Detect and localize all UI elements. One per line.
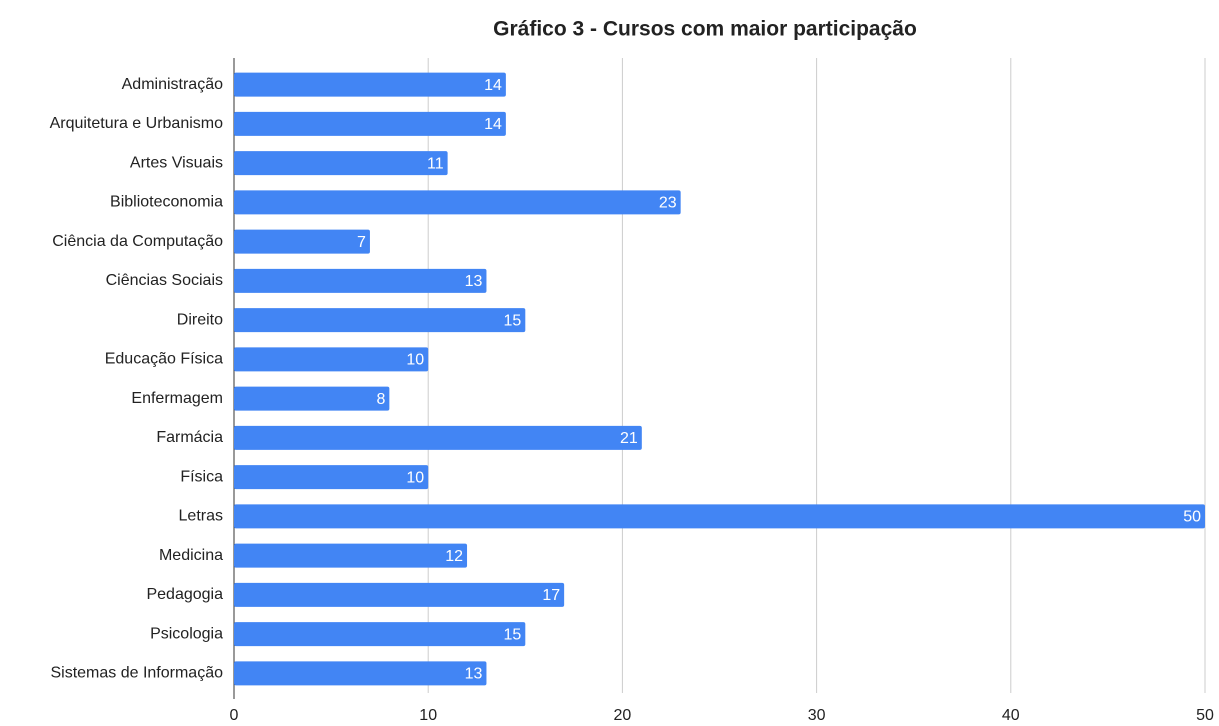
bar bbox=[234, 504, 1205, 529]
y-tick-label: Ciências Sociais bbox=[106, 272, 223, 289]
chart-title: Gráfico 3 - Cursos com maior participaçã… bbox=[493, 18, 917, 41]
bar bbox=[234, 425, 642, 450]
y-tick-label: Pedagogia bbox=[146, 586, 223, 603]
data-label: 8 bbox=[376, 391, 385, 408]
bar bbox=[234, 661, 487, 686]
y-tick-label: Farmácia bbox=[156, 429, 223, 446]
bar bbox=[234, 111, 506, 136]
data-label: 23 bbox=[659, 195, 677, 212]
bar bbox=[234, 465, 429, 490]
bar bbox=[234, 268, 487, 293]
data-label: 10 bbox=[406, 469, 424, 486]
bar bbox=[234, 543, 468, 568]
bar bbox=[234, 151, 448, 176]
data-label: 14 bbox=[484, 116, 502, 133]
x-tick-label: 30 bbox=[808, 707, 826, 724]
data-label: 7 bbox=[357, 234, 366, 251]
y-tick-label: Educação Física bbox=[105, 351, 223, 368]
bar bbox=[234, 308, 526, 333]
data-label: 15 bbox=[504, 626, 522, 643]
y-tick-label: Artes Visuais bbox=[130, 154, 223, 171]
bar bbox=[234, 72, 506, 97]
y-tick-label: Letras bbox=[179, 508, 223, 525]
data-label: 50 bbox=[1183, 509, 1201, 526]
y-tick-label: Medicina bbox=[159, 547, 223, 564]
y-tick-label: Enfermagem bbox=[131, 390, 223, 407]
y-tick-label: Física bbox=[180, 468, 223, 485]
data-label: 13 bbox=[465, 666, 483, 683]
x-tick-label: 0 bbox=[230, 707, 239, 724]
bar bbox=[234, 347, 429, 372]
y-tick-label: Biblioteconomia bbox=[110, 194, 223, 211]
x-tick-label: 10 bbox=[419, 707, 437, 724]
bar bbox=[234, 229, 370, 254]
data-label: 15 bbox=[504, 312, 522, 329]
bar bbox=[234, 386, 390, 411]
data-label: 17 bbox=[542, 587, 560, 604]
data-label: 10 bbox=[406, 352, 424, 369]
data-label: 11 bbox=[427, 155, 444, 172]
data-label: 14 bbox=[484, 77, 502, 94]
y-tick-label: Psicologia bbox=[150, 625, 223, 642]
y-tick-label: Ciência da Computação bbox=[52, 233, 223, 250]
bar bbox=[234, 622, 526, 647]
x-tick-label: 20 bbox=[614, 707, 632, 724]
data-label: 13 bbox=[465, 273, 483, 290]
data-label: 21 bbox=[620, 430, 638, 447]
y-tick-label: Administração bbox=[122, 76, 223, 93]
y-tick-label: Sistemas de Informação bbox=[50, 665, 223, 682]
y-tick-label: Direito bbox=[177, 311, 223, 328]
bar bbox=[234, 190, 681, 215]
x-tick-label: 40 bbox=[1002, 707, 1020, 724]
y-tick-label: Arquitetura e Urbanismo bbox=[50, 115, 224, 132]
x-tick-label: 50 bbox=[1196, 707, 1214, 724]
data-label: 12 bbox=[445, 548, 463, 565]
bar bbox=[234, 582, 565, 607]
